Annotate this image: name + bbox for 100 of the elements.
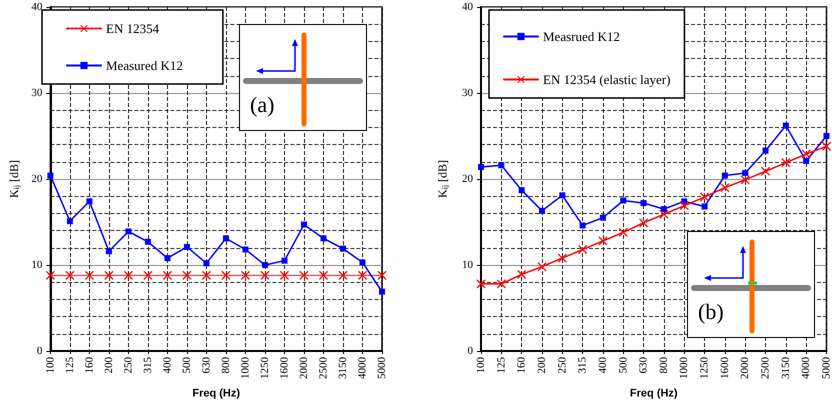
point: [802, 150, 811, 159]
point: [65, 270, 74, 280]
point: [378, 270, 386, 280]
y-axis-title: Kij [dB]: [7, 160, 21, 198]
x-tick-label: 1000: [678, 356, 690, 379]
annotation: (b): [698, 299, 724, 324]
point: [740, 175, 750, 184]
point: [702, 204, 708, 210]
point: [722, 172, 728, 179]
x-tick-label: 2000: [739, 356, 752, 379]
point: [518, 187, 525, 194]
point: [598, 236, 608, 246]
x-tick-label: 800: [220, 356, 232, 374]
point: [221, 270, 230, 280]
point: [700, 192, 710, 202]
point: [803, 158, 810, 164]
x-tick-label: 4000: [800, 356, 812, 379]
x-tick-label: 100: [475, 356, 487, 374]
point: [578, 245, 588, 254]
x-tick-label: 315: [576, 356, 589, 374]
point: [143, 270, 152, 280]
point: [320, 235, 326, 242]
x-axis-title: Freq (Hz): [630, 388, 678, 400]
point: [580, 222, 586, 228]
x-tick-label: 5000: [820, 356, 832, 379]
x-tick-label: 2000: [298, 356, 310, 379]
point: [558, 254, 567, 263]
x-tick-label: 800: [658, 356, 670, 374]
point: [639, 218, 648, 228]
point: [680, 201, 689, 210]
x-tick-label: 500: [617, 356, 630, 374]
point: [762, 148, 769, 154]
point: [742, 170, 748, 176]
x-tick-label: 630: [638, 356, 650, 374]
point: [106, 248, 112, 254]
y-tick-label: 0: [36, 345, 43, 357]
point: [240, 270, 250, 280]
y-tick-label: 30: [462, 87, 474, 99]
x-tick-label: 1250: [698, 356, 711, 379]
point: [125, 228, 132, 234]
point: [640, 200, 647, 206]
point: [824, 133, 830, 139]
point: [222, 235, 229, 242]
point: [262, 262, 268, 268]
point: [720, 183, 730, 192]
point: [537, 262, 546, 272]
point: [104, 270, 114, 280]
x-tick-label: 1600: [718, 356, 731, 379]
point: [162, 270, 172, 280]
x-tick-label: 250: [556, 356, 568, 374]
x-tick-label: 5000: [376, 356, 388, 379]
point: [559, 192, 566, 198]
y-tick-label: 40: [31, 1, 43, 13]
y-tick-label: 40: [462, 1, 474, 13]
x-tick-label: 630: [200, 356, 212, 374]
x-tick-label: 4000: [356, 356, 368, 379]
x-tick-label: 2500: [317, 356, 330, 379]
legend-label: Measrued K12: [543, 29, 620, 44]
x-tick-label: 315: [142, 356, 154, 374]
point: [538, 208, 545, 214]
point: [280, 270, 289, 280]
x-tick-label: 250: [122, 356, 134, 374]
point: [299, 270, 308, 280]
x-tick-label: 100: [44, 356, 56, 374]
point: [517, 270, 526, 279]
point: [496, 279, 506, 288]
y-tick-label: 10: [462, 259, 474, 271]
x-tick-label: 400: [161, 356, 174, 374]
point: [66, 218, 73, 224]
y-tick-label: 20: [462, 173, 474, 185]
point: [300, 222, 307, 228]
point: [86, 198, 92, 204]
point: [358, 270, 367, 280]
y-tick-label: 30: [31, 87, 43, 99]
point: [660, 206, 667, 212]
point: [822, 142, 831, 151]
point: [84, 270, 94, 280]
point: [600, 214, 606, 221]
legend-label: Measured K12: [106, 58, 183, 73]
x-tick-label: 160: [516, 356, 528, 374]
point: [761, 166, 770, 176]
point: [498, 162, 504, 168]
point: [144, 238, 151, 245]
point: [359, 259, 366, 266]
x-tick-label: 3150: [780, 356, 792, 379]
x-tick-label: 500: [180, 356, 193, 374]
point: [203, 260, 210, 266]
point: [318, 270, 328, 280]
x-tick-label: 400: [596, 356, 609, 374]
x-tick-label: 125: [495, 356, 508, 374]
point: [281, 258, 288, 264]
y-tick-label: 0: [468, 345, 474, 357]
x-tick-label: 125: [64, 356, 76, 374]
diagram-inset: (a): [239, 24, 367, 131]
point: [620, 198, 626, 204]
point: [47, 172, 54, 179]
point: [781, 158, 790, 168]
y-axis-title: Kij [dB]: [436, 160, 450, 198]
point: [202, 270, 211, 280]
point: [659, 210, 668, 219]
